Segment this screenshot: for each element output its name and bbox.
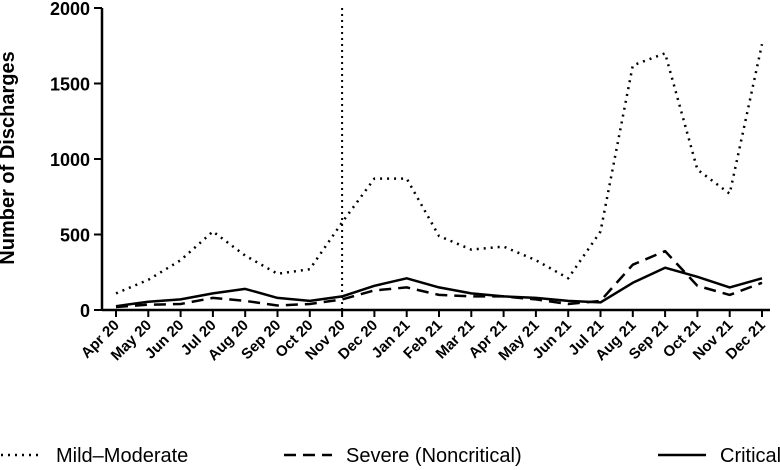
legend-label: Critical (720, 445, 780, 467)
legend: Mild–Moderate Severe (Noncritical) Critica… (0, 445, 780, 467)
y-tick-label: 500 (60, 226, 90, 246)
y-axis-ticks: 0 500 1000 1500 2000 (50, 0, 102, 321)
y-tick-label: 1500 (50, 75, 90, 95)
series-line (115, 43, 764, 295)
legend-label: Mild–Moderate (56, 445, 188, 467)
y-tick-label: 0 (80, 301, 90, 321)
y-tick-label: 1000 (50, 150, 90, 170)
series-lines (115, 43, 764, 309)
series-line (115, 266, 763, 308)
y-tick-label: 2000 (50, 0, 90, 19)
series-line (115, 249, 763, 309)
y-axis-label: Number of Discharges (0, 51, 19, 264)
legend-label: Severe (Noncritical) (346, 445, 522, 467)
